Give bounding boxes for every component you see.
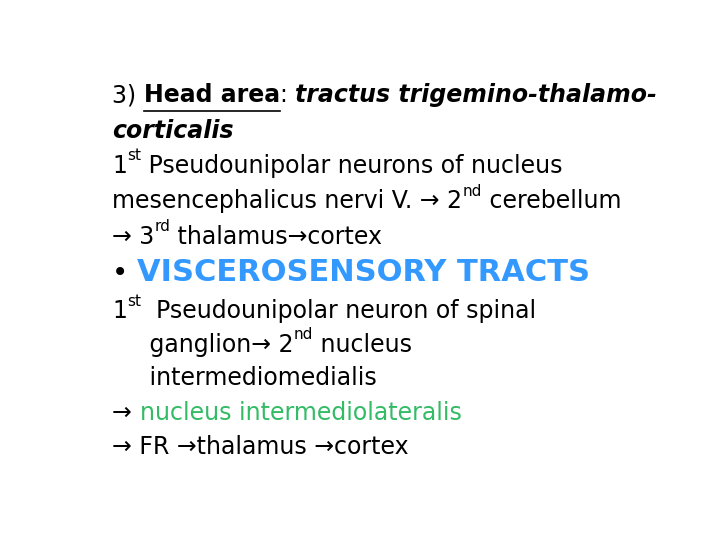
Text: mesencephalicus nervi V. → 2: mesencephalicus nervi V. → 2	[112, 189, 462, 213]
Text: st: st	[127, 148, 141, 164]
Text: Pseudounipolar neurons of nucleus: Pseudounipolar neurons of nucleus	[141, 154, 563, 178]
Text: nd: nd	[462, 184, 482, 199]
Text: 1: 1	[112, 300, 127, 323]
Text: Pseudounipolar neuron of spinal: Pseudounipolar neuron of spinal	[141, 300, 536, 323]
Text: 1: 1	[112, 154, 127, 178]
Text: rd: rd	[155, 219, 171, 234]
Text: nd: nd	[294, 327, 313, 342]
Text: ganglion→ 2: ganglion→ 2	[112, 333, 294, 357]
Text: →: →	[112, 401, 140, 426]
Text: nucleus: nucleus	[313, 333, 412, 357]
Text: nucleus intermediolateralis: nucleus intermediolateralis	[140, 401, 462, 426]
Text: corticalis: corticalis	[112, 119, 234, 143]
Text: tractus trigemino-thalamo-: tractus trigemino-thalamo-	[295, 83, 657, 107]
Text: Head area: Head area	[144, 83, 280, 107]
Text: → FR →thalamus →cortex: → FR →thalamus →cortex	[112, 435, 409, 458]
Text: → 3: → 3	[112, 225, 155, 248]
Text: :: :	[280, 83, 295, 107]
Text: cerebellum: cerebellum	[482, 189, 621, 213]
Text: •: •	[112, 259, 138, 287]
Text: VISCEROSENSORY TRACTS: VISCEROSENSORY TRACTS	[138, 258, 590, 287]
Text: st: st	[127, 294, 141, 309]
Text: 3): 3)	[112, 83, 144, 107]
Text: intermediomedialis: intermediomedialis	[112, 366, 377, 390]
Text: thalamus→cortex: thalamus→cortex	[171, 225, 382, 248]
